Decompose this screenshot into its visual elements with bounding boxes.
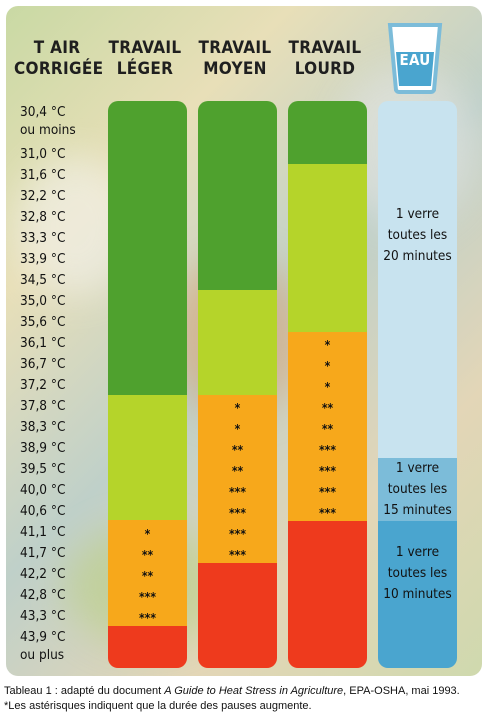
temperature-label: 38,9 °C: [20, 440, 66, 456]
header-temperature: T AIR CORRIGÉE: [14, 38, 104, 79]
zone-light-green: [288, 164, 367, 332]
temperature-label: 41,1 °C: [20, 524, 66, 540]
pause-indicator-stars: ***: [229, 527, 246, 541]
pause-indicator-stars: ***: [229, 548, 246, 562]
zone-light-green: [198, 290, 277, 395]
zone-red: [108, 626, 187, 668]
zone-orange: [198, 395, 277, 563]
temperature-label: 36,1 °C: [20, 335, 66, 351]
pause-indicator-stars: ***: [319, 464, 336, 478]
temperature-label: 41,7 °C: [20, 545, 66, 561]
temperature-label: 33,3 °C: [20, 230, 66, 246]
temperature-label: 37,2 °C: [20, 377, 66, 393]
pause-indicator-stars: *: [144, 527, 151, 541]
water-zone-mid: [378, 458, 457, 521]
water-text-zone1-line2: toutes les: [387, 227, 448, 243]
heavy-work-column: [288, 101, 367, 668]
caption-suffix: , EPA-OSHA, mai 1993.: [343, 685, 460, 697]
zone-red: [288, 521, 367, 668]
water-text-zone2-line1: 1 verre: [395, 460, 440, 476]
zone-dark-green: [198, 101, 277, 290]
water-zone-dark: [378, 521, 457, 668]
temperature-label: 31,6 °C: [20, 167, 66, 183]
pause-indicator-stars: *: [234, 401, 241, 415]
zone-dark-green: [108, 101, 187, 395]
temperature-label: 40,0 °C: [20, 482, 66, 498]
temperature-label: ou moins: [20, 122, 76, 138]
water-text-zone1-line1: 1 verre: [395, 206, 440, 222]
temperature-label: 30,4 °C: [20, 104, 66, 120]
water-text-zone3-line3: 10 minutes: [383, 586, 452, 602]
asterisk-note: *Les astérisques indiquent que la durée …: [4, 700, 312, 712]
temperature-label: 35,0 °C: [20, 293, 66, 309]
pause-indicator-stars: **: [231, 443, 244, 457]
temperature-label: 43,3 °C: [20, 608, 66, 624]
temperature-label: 32,2 °C: [20, 188, 66, 204]
temperature-label: 39,5 °C: [20, 461, 66, 477]
water-text-zone3-line1: 1 verre: [395, 544, 440, 560]
pause-indicator-stars: *: [324, 338, 331, 352]
header-light-work: TRAVAIL LÉGER: [108, 38, 182, 79]
zone-orange: [108, 520, 187, 626]
caption-source-title: A Guide to Heat Stress in Agriculture: [164, 685, 344, 697]
pause-indicator-stars: **: [321, 401, 334, 415]
zone-orange: [288, 332, 367, 521]
pause-indicator-stars: ***: [319, 443, 336, 457]
temperature-label: 37,8 °C: [20, 398, 66, 414]
temperature-label: 42,2 °C: [20, 566, 66, 582]
water-column: 1 verre toutes les 20 minutes 1 verre to…: [378, 101, 457, 668]
temperature-label: 33,9 °C: [20, 251, 66, 267]
temperature-label: 35,6 °C: [20, 314, 66, 330]
pause-indicator-stars: **: [141, 569, 154, 583]
pause-indicator-stars: ***: [139, 590, 156, 604]
water-text-zone2-line2: toutes les: [387, 481, 448, 497]
caption-prefix: Tableau 1 : adapté du document: [4, 685, 165, 697]
temperature-label: 32,8 °C: [20, 209, 66, 225]
pause-indicator-stars: *: [324, 359, 331, 373]
temperature-label: 31,0 °C: [20, 146, 66, 162]
pause-indicator-stars: **: [231, 464, 244, 478]
pause-indicator-stars: ***: [139, 611, 156, 625]
water-text-zone1-line3: 20 minutes: [383, 248, 452, 264]
water-glass-icon: [387, 23, 443, 94]
light-work-column: [108, 101, 187, 668]
pause-indicator-stars: **: [141, 548, 154, 562]
temperature-label: 38,3 °C: [20, 419, 66, 435]
zone-light-green: [108, 395, 187, 520]
pause-indicator-stars: ***: [229, 485, 246, 499]
pause-indicator-stars: *: [234, 422, 241, 436]
pause-indicator-stars: **: [321, 422, 334, 436]
temperature-label: 40,6 °C: [20, 503, 66, 519]
water-text-zone3-line2: toutes les: [387, 565, 448, 581]
zone-red: [198, 563, 277, 668]
water-text-zone2-line3: 15 minutes: [383, 502, 452, 518]
temperature-label: ou plus: [20, 647, 65, 663]
temperature-label: 42,8 °C: [20, 587, 66, 603]
pause-indicator-stars: ***: [319, 506, 336, 520]
moderate-work-column: [198, 101, 277, 668]
temperature-label: 34,5 °C: [20, 272, 66, 288]
pause-indicator-stars: ***: [229, 506, 246, 520]
header-moderate-work: TRAVAIL MOYEN: [198, 38, 272, 79]
water-zone-light: [378, 101, 457, 458]
pause-indicator-stars: *: [324, 380, 331, 394]
zone-red-top: [108, 627, 187, 629]
header-heavy-work: TRAVAIL LOURD: [288, 38, 362, 79]
pause-indicator-stars: ***: [319, 485, 336, 499]
table-caption: Tableau 1 : adapté du document A Guide t…: [4, 685, 460, 697]
header-water: EAU: [399, 51, 431, 69]
temperature-label: 43,9 °C: [20, 629, 66, 645]
zone-dark-green: [288, 101, 367, 164]
temperature-label: 36,7 °C: [20, 356, 66, 372]
